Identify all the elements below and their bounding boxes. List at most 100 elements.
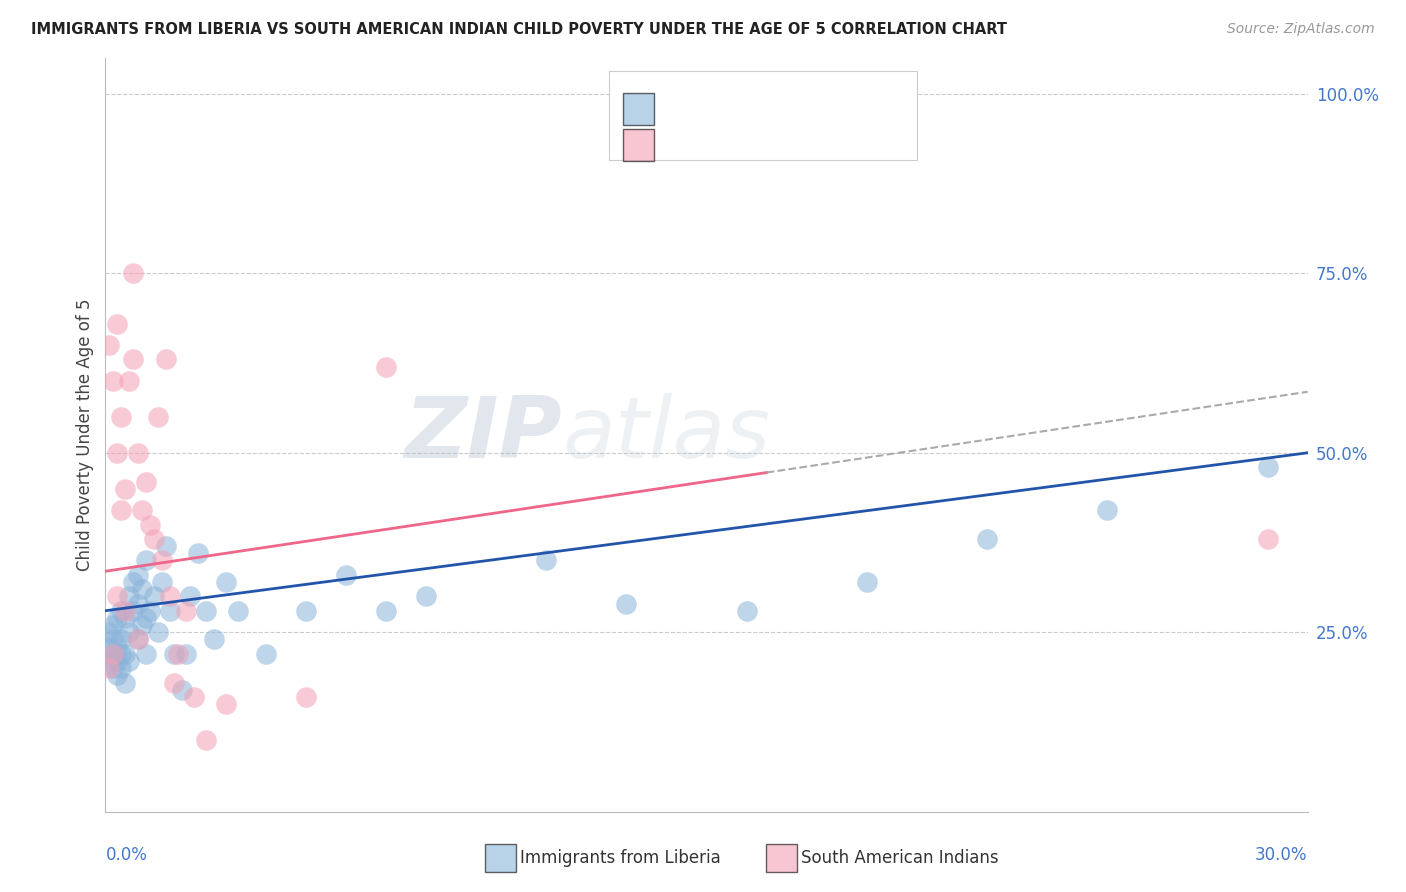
- Point: [194, 604, 217, 618]
- Point: [135, 475, 157, 489]
- Point: [110, 632, 132, 647]
- Point: [295, 690, 318, 704]
- Point: [534, 553, 557, 567]
- Point: [122, 352, 145, 367]
- Point: [150, 574, 173, 589]
- Point: [155, 539, 177, 553]
- Point: [103, 618, 125, 632]
- Point: [254, 647, 277, 661]
- Point: [122, 604, 145, 618]
- Point: [131, 582, 153, 597]
- Text: R = 0.364   N = 58: R = 0.364 N = 58: [668, 89, 838, 108]
- Point: [214, 697, 236, 711]
- Point: [98, 661, 121, 675]
- Point: [103, 661, 125, 675]
- Point: [155, 352, 177, 367]
- Point: [162, 675, 184, 690]
- Point: [114, 604, 136, 618]
- Text: R = 0.180   N = 33: R = 0.180 N = 33: [668, 126, 838, 144]
- Point: [174, 604, 197, 618]
- Point: [114, 675, 136, 690]
- Point: [138, 517, 160, 532]
- Point: [98, 338, 121, 352]
- Text: 30.0%: 30.0%: [1256, 846, 1308, 863]
- Point: [127, 597, 149, 611]
- Point: [114, 611, 136, 625]
- Point: [110, 661, 132, 675]
- Point: [146, 409, 169, 424]
- Point: [118, 625, 141, 640]
- Point: [194, 733, 217, 747]
- Text: Source: ZipAtlas.com: Source: ZipAtlas.com: [1227, 22, 1375, 37]
- Point: [183, 690, 205, 704]
- Point: [976, 532, 998, 546]
- Point: [135, 611, 157, 625]
- Point: [107, 640, 129, 654]
- Point: [98, 625, 121, 640]
- Point: [1097, 503, 1119, 517]
- Text: IMMIGRANTS FROM LIBERIA VS SOUTH AMERICAN INDIAN CHILD POVERTY UNDER THE AGE OF : IMMIGRANTS FROM LIBERIA VS SOUTH AMERICA…: [31, 22, 1007, 37]
- Point: [118, 590, 141, 604]
- Point: [118, 374, 141, 388]
- Text: South American Indians: South American Indians: [801, 849, 1000, 867]
- Point: [131, 618, 153, 632]
- Point: [110, 647, 132, 661]
- Point: [1257, 460, 1279, 475]
- Point: [415, 590, 437, 604]
- Point: [187, 546, 209, 560]
- Point: [114, 647, 136, 661]
- Point: [98, 640, 121, 654]
- Point: [107, 654, 129, 668]
- Point: [150, 553, 173, 567]
- Point: [735, 604, 758, 618]
- Point: [142, 532, 165, 546]
- Point: [202, 632, 225, 647]
- Text: Immigrants from Liberia: Immigrants from Liberia: [520, 849, 721, 867]
- Point: [174, 647, 197, 661]
- Point: [214, 574, 236, 589]
- Point: [616, 597, 638, 611]
- Point: [135, 553, 157, 567]
- Point: [110, 604, 132, 618]
- Point: [114, 482, 136, 496]
- Point: [142, 590, 165, 604]
- Point: [107, 446, 129, 460]
- Point: [374, 604, 398, 618]
- Point: [103, 647, 125, 661]
- Text: 0.0%: 0.0%: [105, 846, 148, 863]
- Point: [162, 647, 184, 661]
- Point: [159, 590, 181, 604]
- Point: [107, 590, 129, 604]
- Text: atlas: atlas: [562, 393, 770, 476]
- Point: [179, 590, 201, 604]
- Point: [127, 632, 149, 647]
- Text: ZIP: ZIP: [405, 393, 562, 476]
- Point: [122, 574, 145, 589]
- Point: [166, 647, 188, 661]
- Point: [122, 266, 145, 280]
- Point: [107, 668, 129, 682]
- Point: [110, 503, 132, 517]
- Point: [131, 503, 153, 517]
- Point: [335, 567, 357, 582]
- Point: [127, 567, 149, 582]
- Point: [110, 409, 132, 424]
- Point: [295, 604, 318, 618]
- Point: [103, 374, 125, 388]
- Point: [98, 654, 121, 668]
- Point: [855, 574, 877, 589]
- Point: [103, 632, 125, 647]
- Point: [135, 647, 157, 661]
- Point: [118, 654, 141, 668]
- Point: [1257, 532, 1279, 546]
- Point: [374, 359, 398, 374]
- Point: [107, 611, 129, 625]
- Point: [159, 604, 181, 618]
- Point: [146, 625, 169, 640]
- Point: [170, 682, 193, 697]
- Point: [107, 317, 129, 331]
- Point: [127, 446, 149, 460]
- Point: [138, 604, 160, 618]
- Point: [127, 632, 149, 647]
- Y-axis label: Child Poverty Under the Age of 5: Child Poverty Under the Age of 5: [76, 299, 94, 571]
